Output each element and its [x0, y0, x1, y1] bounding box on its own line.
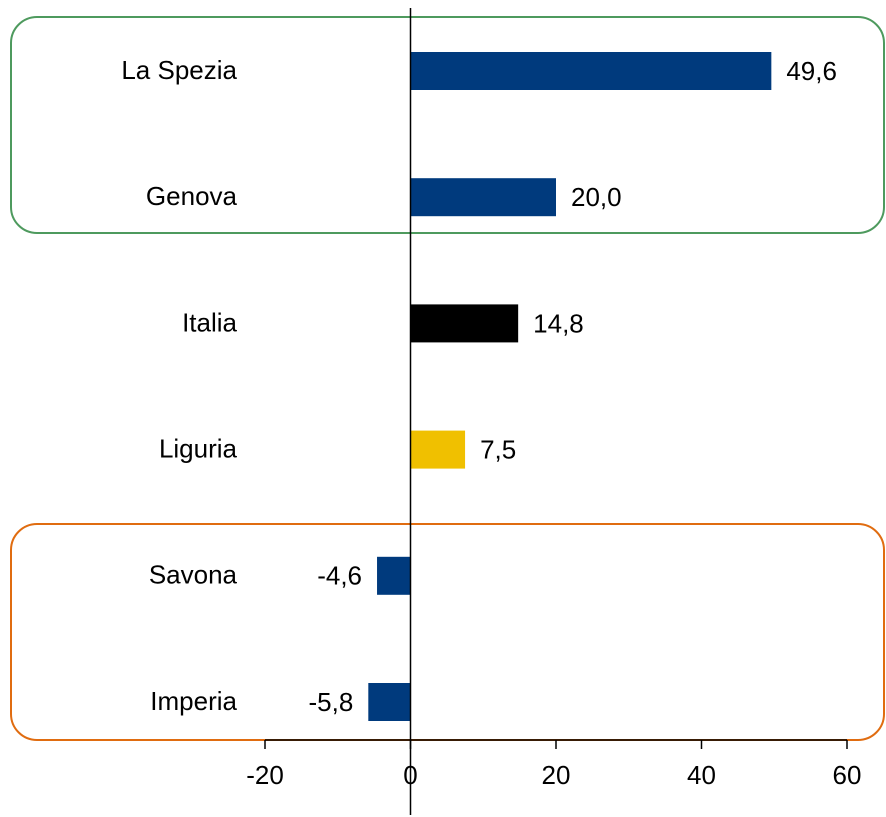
value-label: -4,6 — [317, 561, 362, 591]
bar — [410, 52, 772, 90]
bar — [410, 178, 556, 217]
value-label: -5,8 — [308, 687, 353, 717]
bar — [410, 304, 519, 343]
y-tick-label: Genova — [146, 181, 238, 211]
y-tick-label: La Spezia — [121, 55, 237, 85]
y-tick-label: Italia — [182, 307, 237, 337]
value-label: 20,0 — [571, 182, 622, 212]
highlight-box — [10, 523, 885, 741]
bar — [377, 556, 411, 595]
x-tick-label: 60 — [833, 760, 862, 790]
y-tick-label: Imperia — [150, 686, 237, 716]
bar — [368, 683, 411, 721]
y-tick-label: Liguria — [159, 433, 238, 463]
x-tick-label: 20 — [542, 760, 571, 790]
x-tick-label: -20 — [246, 760, 284, 790]
value-label: 7,5 — [480, 434, 516, 464]
bar — [410, 430, 466, 469]
y-tick-label: Savona — [149, 560, 238, 590]
highlight-box — [10, 16, 885, 234]
value-label: 49,6 — [786, 56, 837, 86]
x-tick-label: 40 — [687, 760, 716, 790]
value-label: 14,8 — [533, 308, 584, 338]
